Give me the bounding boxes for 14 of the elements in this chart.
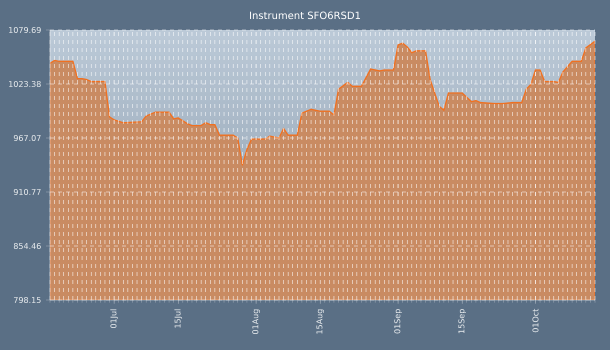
y-tick-label: 1079.69 (9, 26, 41, 34)
y-tick-label: 798.15 (14, 296, 41, 304)
x-tick-label: 15Aug (316, 309, 324, 334)
y-tick-label: 854.46 (14, 242, 41, 250)
x-tick-label: 01Jul (110, 309, 118, 328)
x-tick-label: 15Jul (174, 309, 182, 328)
x-tick-label: 01Oct (532, 308, 538, 332)
x-tick-label: 01Sep (394, 309, 402, 334)
x-tick-label: 01Aug (252, 309, 260, 334)
chart-title: Instrument SFO6RSD1 (250, 12, 360, 20)
x-tick-label: 15Sep (458, 309, 466, 334)
y-tick-label: 1023.38 (9, 80, 41, 88)
y-tick-label: 967.07 (14, 134, 41, 142)
y-tick-label: 910.77 (14, 188, 41, 196)
